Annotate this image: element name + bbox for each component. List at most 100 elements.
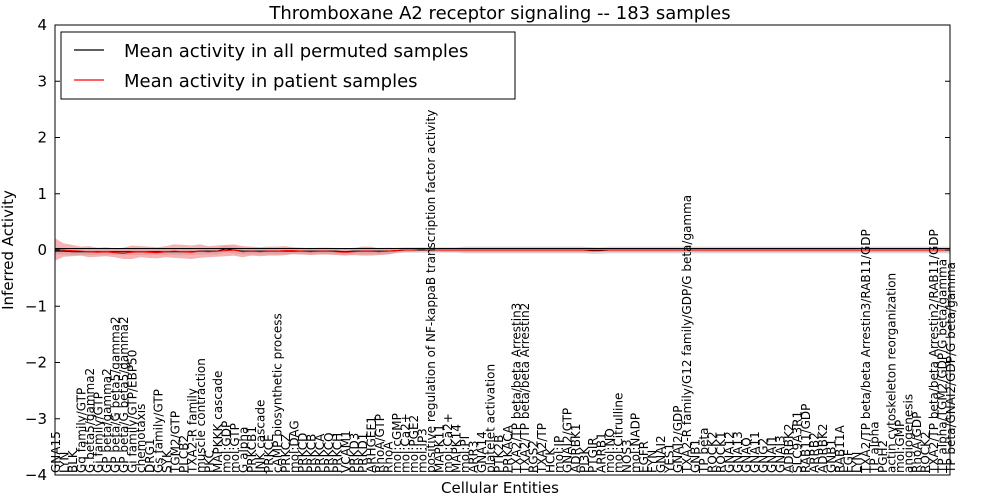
x-tick-label: Gs family/GTP bbox=[151, 389, 165, 473]
x-tick-label: PRKCQ bbox=[322, 432, 336, 473]
x-tick-label: RAB11A bbox=[833, 424, 847, 473]
x-tick-label: GNAI1 bbox=[765, 435, 779, 473]
legend-frame bbox=[60, 31, 516, 100]
y-tick-label: 4 bbox=[37, 16, 47, 34]
x-tick-label: mol:NADP bbox=[629, 413, 643, 473]
band-patient bbox=[55, 238, 950, 261]
x-tick-label: mol:GMP bbox=[893, 420, 907, 473]
x-tick-label: JNK cascade bbox=[254, 400, 268, 474]
x-tick-label: platelet activation bbox=[484, 364, 498, 473]
x-tick-label: TP alpha bbox=[867, 421, 881, 474]
x-tick-label: RhoA/GTP bbox=[373, 414, 387, 473]
x-tick-label: GNAI3 bbox=[774, 435, 788, 473]
y-tick-label: −1 bbox=[25, 297, 47, 315]
x-tick-label: mol:Ca2+ bbox=[399, 413, 413, 473]
chart-title: Thromboxane A2 receptor signaling -- 183… bbox=[268, 3, 730, 24]
x-tick-label: G beta5/gamma2 bbox=[83, 368, 97, 473]
x-tick-label: PRKCB bbox=[305, 434, 319, 473]
x-tick-label: YES1 bbox=[663, 443, 677, 474]
x-tick-label: muscle contraction bbox=[194, 358, 208, 473]
legend: Mean activity in all permuted samples Me… bbox=[60, 31, 516, 100]
x-tick-label: PLCB2 bbox=[177, 435, 191, 473]
x-tick-label: GNA14 bbox=[475, 431, 489, 473]
x-tick-label: TXA2-R family bbox=[185, 388, 199, 474]
x-tick-label: MAPK14 bbox=[450, 424, 464, 473]
y-axis: 4 3 2 1 0 −1 −2 −3 −4 bbox=[25, 16, 950, 484]
x-tick-label: PGH2 bbox=[876, 440, 890, 473]
series-lines bbox=[54, 248, 950, 254]
x-tick-label: TXA2/TP beta/beta Arrestin3/RAB11/GDP bbox=[859, 229, 873, 474]
x-tick-label: ADRBK2 bbox=[782, 423, 796, 473]
x-tick-label: PRKCH bbox=[330, 433, 344, 473]
x-tick-label: ARRB2 bbox=[808, 432, 822, 473]
x-tick-label: PI3K bbox=[578, 446, 592, 473]
x-tick-label: FYN bbox=[646, 450, 660, 473]
x-tick-label: TXA2-R family/G12 family/GDP/G beta/gamm… bbox=[680, 195, 694, 474]
x-tick-label: PRKD1 bbox=[356, 433, 370, 473]
x-tick-label: MAPKKK cascade bbox=[211, 371, 225, 473]
x-tick-label: positive regulation of NF-kappaB transcr… bbox=[424, 110, 438, 473]
x-tick-label: GNA11 bbox=[748, 431, 762, 473]
x-tick-label: SYK bbox=[160, 449, 174, 473]
x-tick-label: BLK bbox=[66, 449, 80, 473]
y-tick-label: 1 bbox=[37, 185, 47, 203]
x-tick-label: GNA13 bbox=[731, 431, 745, 473]
x-tick-label: PRKACA bbox=[501, 424, 515, 473]
x-tick-label: VCAM1 bbox=[339, 430, 353, 473]
x-tick-label: MAPK11 bbox=[433, 424, 447, 473]
x-tick-label: mol:GTP bbox=[228, 423, 242, 473]
x-tick-label: DRG1 bbox=[143, 438, 157, 473]
x-tick-label: Gi family/GTP bbox=[92, 392, 106, 473]
x-tick-label: TGM2/GTP bbox=[168, 411, 182, 474]
x-axis-label: Cellular Entities bbox=[441, 479, 559, 497]
x-tick-label: TXA2/TP beta/beta Arrestin3 bbox=[509, 303, 523, 474]
x-tick-label: TXA2/TP beta/beta Arrestin2 bbox=[518, 303, 532, 474]
x-tick-label: PRKCA bbox=[313, 433, 327, 473]
x-tick-label: ADRBK2 bbox=[816, 423, 830, 473]
x-tick-label: mol:Ca2+ bbox=[441, 413, 455, 473]
x-tick-label: actin cytoskeleton reorganization bbox=[884, 273, 898, 473]
x-tick-label: mol:NO bbox=[603, 428, 617, 473]
y-tick-label: −4 bbox=[25, 466, 47, 484]
x-tick-label: SLC9A3R1 bbox=[791, 411, 805, 473]
x-tick-label: GNA12 bbox=[722, 431, 736, 473]
x-tick-label: ROCK2 bbox=[918, 431, 932, 473]
y-tick-label: 2 bbox=[37, 129, 47, 147]
x-tick-label: HCK bbox=[543, 447, 557, 473]
x-tick-label: PTGIR bbox=[586, 437, 600, 473]
x-tick-label: GNB1 bbox=[825, 439, 839, 473]
x-tick-label: GNAI2 bbox=[654, 435, 668, 473]
x-tick-label: mol:cGMP bbox=[390, 413, 404, 473]
x-tick-label: PTK2B bbox=[492, 435, 506, 473]
x-tick-label: GNA15 bbox=[49, 431, 63, 473]
x-tick-label: TXA2/TP bbox=[535, 423, 549, 474]
x-tick-label: TP beta bbox=[697, 428, 711, 474]
confidence-bands bbox=[55, 238, 950, 261]
y-tick-label: −3 bbox=[25, 410, 47, 428]
x-tick-label: EGFR bbox=[637, 441, 651, 473]
x-tick-label: LYN bbox=[58, 452, 72, 473]
x-tick-label: GP beta/gamma2 bbox=[100, 368, 114, 473]
x-tick-label: RAB11/GDP bbox=[799, 404, 813, 473]
y-tick-label: 0 bbox=[37, 241, 47, 259]
x-tick-label: GP beta/G beta5/gamma2 bbox=[117, 316, 131, 473]
x-tick-label: GP beta/G beta5/gamma2 bbox=[109, 316, 123, 473]
x-tick-label: Gi family/GTP/EBP50 bbox=[126, 350, 140, 473]
x-tick-label: GNAI2/GDP bbox=[671, 406, 685, 473]
x-tick-label: PRKD3 bbox=[347, 433, 361, 473]
x-tick-label: mol:IP3 bbox=[416, 428, 430, 473]
x-tick-label: TXA2/TP beta/beta Arrestin2/RAB11/GDP bbox=[927, 229, 941, 474]
x-tick-label: PRKCE bbox=[262, 434, 276, 473]
x-tick-label: angiogenesis bbox=[901, 394, 915, 473]
x-tick-label: PRKCB1 bbox=[245, 426, 259, 473]
x-tick-label: GNAQ bbox=[739, 437, 753, 473]
x-tick-label: NOS3 bbox=[620, 439, 634, 473]
x-tick-label: mol:PGE2 bbox=[407, 415, 421, 473]
x-tick-label: ARHGEF1 bbox=[364, 416, 378, 473]
x-tick-label: G alpha bbox=[237, 427, 251, 473]
x-tick-label: GNAI2/GTP bbox=[560, 408, 574, 473]
x-tick-label: GNB1 bbox=[688, 439, 702, 473]
x-tick-label: ARR3 bbox=[467, 440, 481, 473]
